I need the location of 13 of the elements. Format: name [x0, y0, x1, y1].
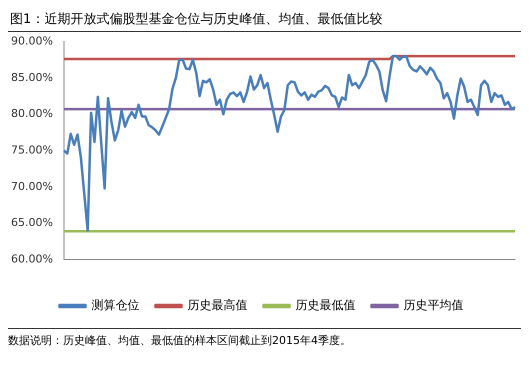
- y-tick-label: 60.00%: [10, 252, 53, 266]
- text: 数据说明：历史峰值、均值、最低值的样本区间截止到2015年4季度。: [8, 333, 352, 348]
- y-tick-label: 65.00%: [10, 216, 53, 230]
- y-tick-label: 70.00%: [10, 180, 53, 193]
- legend-label: 历史平均值: [404, 298, 464, 312]
- legend-label: 测算仓位: [92, 298, 140, 312]
- legend-label: 历史最高值: [188, 298, 248, 312]
- legend-label: 历史最低值: [296, 298, 356, 312]
- y-tick-label: 85.00%: [10, 70, 53, 84]
- y-tick-label: 90.00%: [10, 34, 53, 48]
- y-tick-label: 80.00%: [10, 107, 53, 120]
- y-tick-label: 75.00%: [10, 143, 53, 156]
- chart-title: 图1：近期开放式偏股型基金仓位与历史峰值、均值、最低值比较: [8, 8, 521, 32]
